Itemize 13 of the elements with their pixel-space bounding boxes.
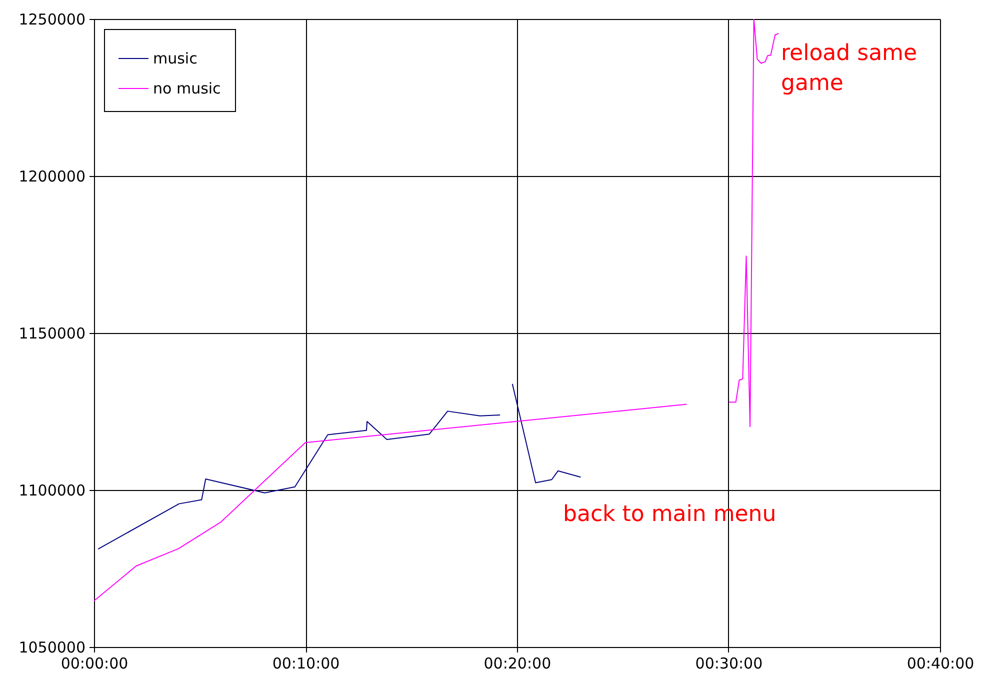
x-tick-label: 00:00:00 (60, 654, 128, 672)
x-tick-label: 00:10:00 (272, 654, 340, 672)
x-tick-label: 00:30:00 (695, 654, 763, 672)
y-tick-label: 1100000 (18, 482, 86, 500)
legend-label: music (153, 50, 198, 68)
y-tick-label: 1050000 (18, 638, 86, 656)
x-tick-label: 00:40:00 (906, 654, 974, 672)
y-tick-label: 1150000 (18, 324, 86, 342)
y-tick-label: 1250000 (18, 10, 86, 28)
annotation: reload same game (781, 41, 918, 96)
x-tick-label: 00:20:00 (484, 654, 552, 672)
y-tick-label: 1200000 (18, 168, 86, 186)
legend-label: no music (153, 80, 221, 98)
